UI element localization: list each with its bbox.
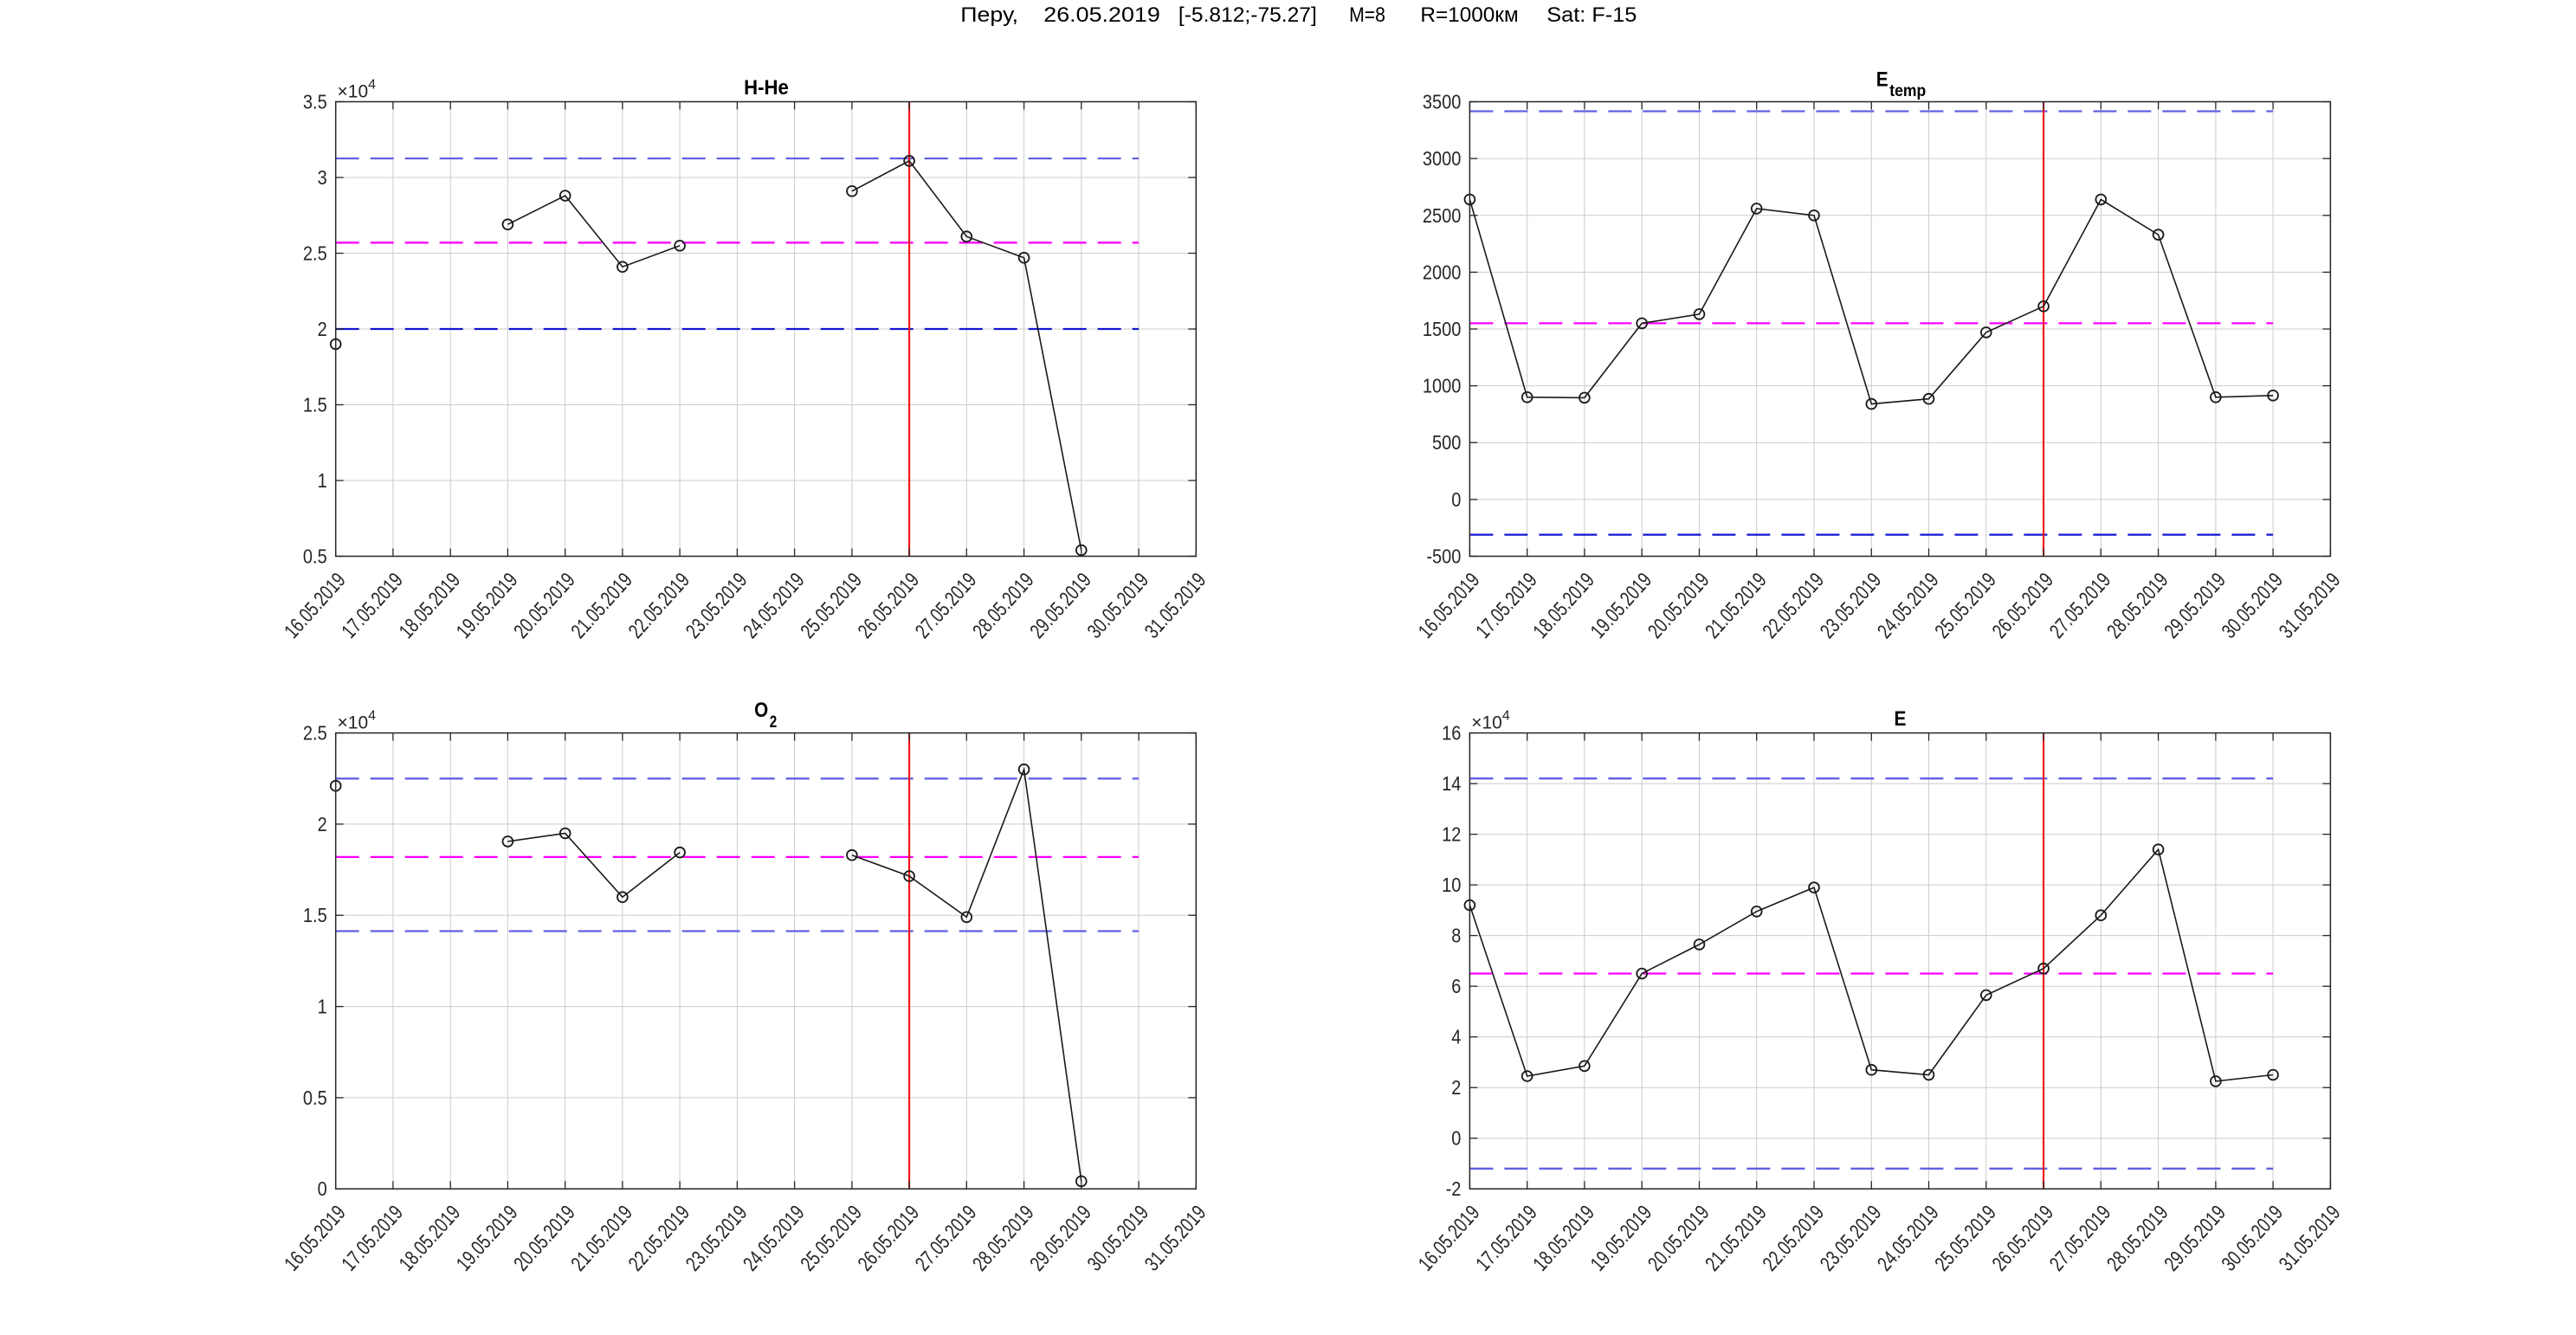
svg-text:1500: 1500 [1423, 318, 1462, 340]
svg-text:0: 0 [1451, 1127, 1461, 1150]
svg-text:0: 0 [1451, 488, 1461, 511]
svg-text:2: 2 [770, 713, 778, 732]
svg-text:Sat: F-15: Sat: F-15 [1546, 3, 1637, 27]
svg-text:0.5: 0.5 [303, 545, 327, 568]
svg-text:M=8: M=8 [1349, 3, 1385, 27]
svg-text:1.5: 1.5 [303, 394, 327, 416]
svg-text:-500: -500 [1426, 545, 1461, 568]
svg-text:16: 16 [1442, 722, 1461, 745]
svg-text:3.5: 3.5 [303, 91, 327, 113]
svg-text:3000: 3000 [1423, 147, 1462, 170]
svg-text:26.05.2019: 26.05.2019 [1043, 3, 1160, 27]
svg-text:2: 2 [318, 318, 327, 340]
svg-text:temp: temp [1889, 82, 1926, 100]
svg-text:4: 4 [1451, 1026, 1461, 1048]
svg-text:2500: 2500 [1423, 204, 1462, 227]
svg-text:[-5.812;-75.27]: [-5.812;-75.27] [1178, 3, 1317, 27]
svg-text:0: 0 [318, 1177, 327, 1200]
svg-text:6: 6 [1451, 975, 1461, 997]
svg-text:14: 14 [1442, 772, 1461, 795]
svg-text:12: 12 [1442, 823, 1461, 846]
svg-text:8: 8 [1451, 925, 1461, 947]
svg-text:1: 1 [318, 996, 327, 1018]
svg-text:E: E [1895, 707, 1907, 731]
svg-text:3500: 3500 [1423, 91, 1462, 113]
svg-text:0.5: 0.5 [303, 1087, 327, 1109]
svg-text:3: 3 [318, 166, 327, 189]
svg-text:E: E [1876, 68, 1888, 92]
svg-text:10: 10 [1442, 874, 1461, 896]
svg-text:2: 2 [318, 813, 327, 835]
svg-text:2.5: 2.5 [303, 242, 327, 265]
svg-text:1000: 1000 [1423, 375, 1462, 397]
svg-text:1.5: 1.5 [303, 904, 327, 926]
svg-text:Перу,: Перу, [960, 3, 1018, 27]
svg-text:1: 1 [318, 469, 327, 492]
svg-text:2000: 2000 [1423, 261, 1462, 283]
svg-text:500: 500 [1432, 431, 1461, 454]
svg-text:H-He: H-He [744, 76, 789, 100]
svg-text:R=1000км: R=1000км [1420, 3, 1518, 27]
svg-text:2.5: 2.5 [303, 722, 327, 745]
svg-text:O: O [754, 699, 768, 722]
svg-text:2: 2 [1451, 1076, 1461, 1099]
svg-text:-2: -2 [1446, 1177, 1462, 1200]
